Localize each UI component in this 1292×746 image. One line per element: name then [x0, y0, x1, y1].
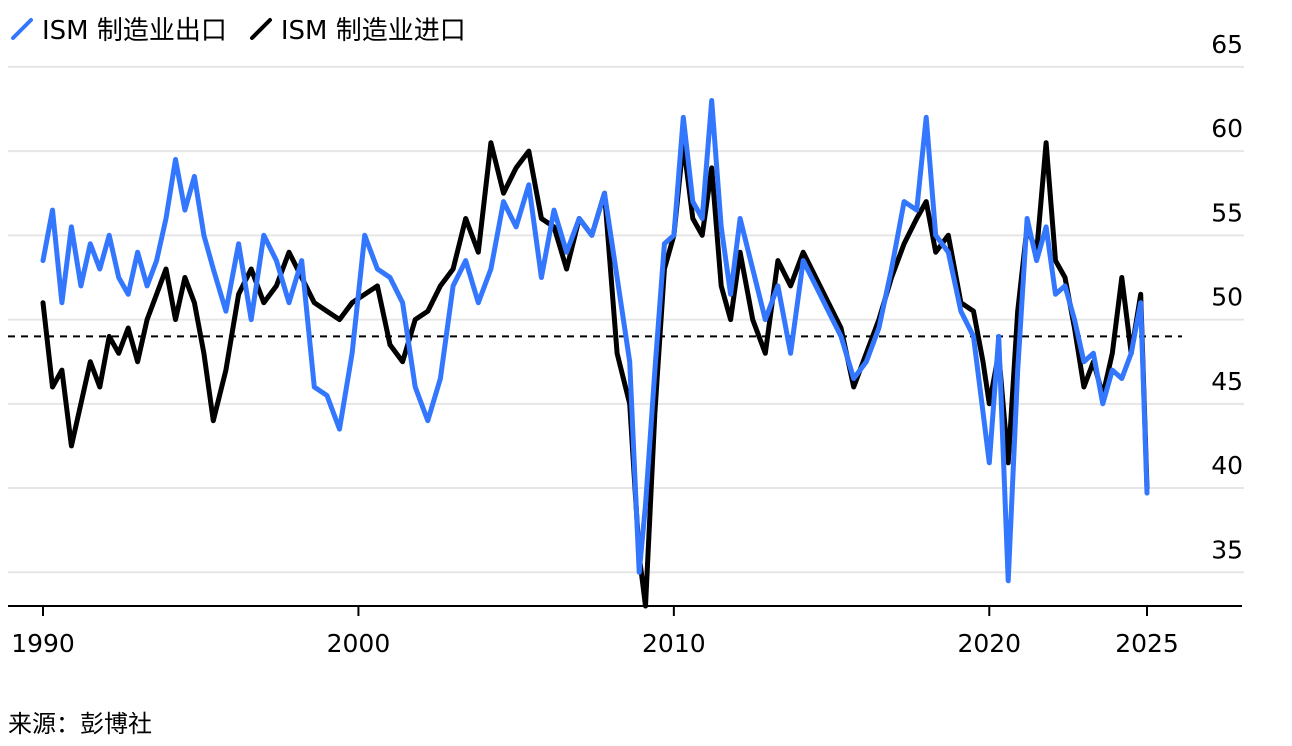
y-tick-label: 45 — [1211, 367, 1243, 396]
grid-lines — [8, 65, 1244, 574]
x-axis-ticks: 1990 2000 2010 2020 2025 — [11, 606, 1179, 658]
legend-label-imports: ISM 制造业进口 — [280, 16, 466, 46]
y-tick-label: 50 — [1211, 283, 1243, 312]
y-axis-ticks: 65 60 55 50 45 40 35 — [1211, 30, 1243, 564]
legend-swatch-exports — [11, 17, 33, 40]
x-tick-label: 1990 — [11, 629, 75, 658]
source-note: 来源：彭博社 — [8, 710, 152, 738]
y-tick-label: 60 — [1211, 114, 1243, 143]
line-chart: 65 60 55 50 45 40 35 1990 2000 2010 2020 2025 — [8, 30, 1244, 658]
chart-legend: ISM 制造业出口 ISM 制造业进口 — [10, 10, 466, 47]
y-tick-label: 35 — [1211, 535, 1243, 564]
y-tick-label: 65 — [1211, 30, 1243, 59]
legend-item-exports: ISM 制造业出口 — [10, 10, 227, 47]
y-tick-label: 40 — [1211, 451, 1243, 480]
x-tick-label: 2000 — [327, 629, 391, 658]
legend-item-imports: ISM 制造业进口 — [249, 10, 466, 47]
series-line — [40, 140, 1150, 609]
legend-label-exports: ISM 制造业出口 — [42, 16, 227, 46]
x-tick-label: 2020 — [957, 629, 1021, 658]
x-tick-label: 2025 — [1115, 629, 1179, 658]
series-line — [40, 98, 1150, 584]
x-tick-label: 2010 — [642, 629, 706, 658]
y-tick-label: 55 — [1211, 198, 1243, 227]
legend-swatch-imports — [249, 17, 272, 40]
series-lines — [40, 98, 1150, 609]
